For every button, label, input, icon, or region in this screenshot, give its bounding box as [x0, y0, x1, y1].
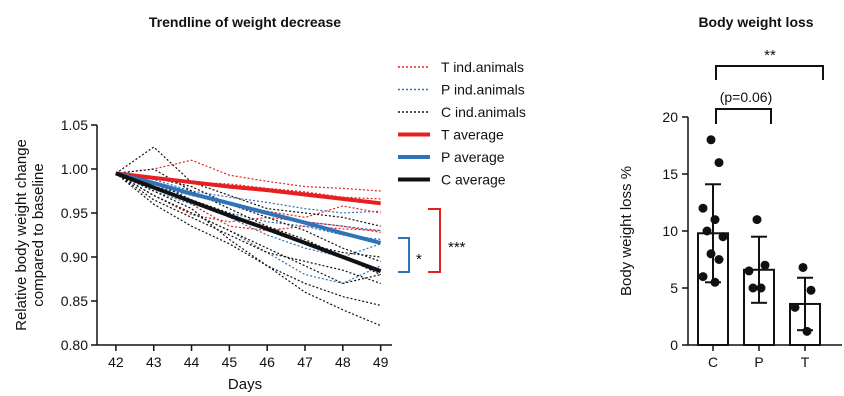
bar-y-tick-label: 5	[670, 280, 678, 296]
trendline-chart: Trendline of weight decrease 0.80 0.85 0.9…	[13, 14, 526, 393]
line-chart-y-ticks: 0.80 0.85 0.90 0.95 1.00 1.05	[61, 117, 97, 353]
x-tick-label: 43	[146, 354, 162, 370]
bar-x-tick-label: C	[708, 354, 718, 370]
legend-label: P ind.animals	[441, 82, 525, 98]
line-chart-title: Trendline of weight decrease	[149, 14, 341, 30]
bars	[697, 135, 821, 347]
data-point-C	[698, 203, 708, 213]
data-point-C	[710, 277, 720, 287]
significance-brackets: * ***	[398, 208, 466, 273]
x-tick-label: 48	[335, 354, 351, 370]
x-tick-label: 42	[108, 354, 124, 370]
line-chart-legend: T ind.animals P ind.animals C ind.animals T…	[398, 59, 526, 188]
data-point-P	[756, 283, 766, 293]
legend-label: C ind.animals	[441, 104, 526, 120]
comparison-label-c-vs-t: **	[764, 47, 776, 64]
data-point-C	[718, 232, 728, 242]
line-chart-y-label: Relative body weight change compared to …	[13, 139, 47, 331]
line-chart-x-ticks: 42 43 44 45 46 47 48 49	[108, 345, 389, 370]
data-point-T	[790, 302, 800, 312]
body-weight-loss-chart: Body weight loss 0 5 10 15 20 Body weight lo…	[618, 14, 842, 370]
average-line	[115, 171, 381, 206]
y-tick-label: 1.05	[61, 117, 88, 133]
bar-chart-y-ticks: 0 5 10 15 20	[662, 109, 688, 353]
comparison-label-c-vs-p: (p=0.06)	[720, 89, 773, 105]
bar-y-tick-label: 20	[662, 109, 678, 125]
data-point-C	[714, 255, 724, 264]
individual-line-T	[115, 172, 381, 233]
bar-x-tick-label: T	[801, 354, 810, 370]
legend-label: T ind.animals	[441, 59, 524, 75]
bar-chart-y-label: Body weight loss %	[618, 166, 635, 296]
bar-y-tick-label: 0	[670, 337, 678, 353]
bar-x-tick-label: P	[754, 354, 763, 370]
individual-line-T	[115, 159, 381, 192]
individual-line-C	[115, 146, 381, 227]
bracket-t-vs-c	[428, 208, 441, 273]
legend-label: P average	[441, 149, 505, 165]
bracket-c-vs-t	[715, 65, 824, 80]
y-tick-label: 0.85	[61, 293, 88, 309]
legend-label: T average	[441, 127, 504, 143]
bar-y-tick-label: 15	[662, 166, 678, 182]
average-line	[115, 171, 382, 273]
data-point-P	[748, 283, 758, 293]
x-tick-label: 49	[373, 354, 389, 370]
data-point-P	[760, 260, 770, 270]
data-point-T	[802, 326, 812, 336]
y-label-line-2: compared to baseline	[30, 163, 47, 306]
sig-label-t-vs-c: ***	[448, 239, 466, 256]
individual-series	[115, 146, 381, 327]
individual-line-C	[115, 172, 381, 306]
sig-label-p-vs-c: *	[416, 251, 422, 268]
individual-line-C	[115, 172, 381, 327]
y-tick-label: 0.80	[61, 337, 88, 353]
y-tick-label: 0.90	[61, 249, 88, 265]
x-tick-label: 46	[259, 354, 275, 370]
comparison-brackets: ** (p=0.06)	[715, 47, 824, 124]
bracket-c-vs-p	[715, 108, 772, 124]
y-tick-label: 0.95	[61, 205, 88, 221]
data-point-T	[798, 262, 808, 272]
bar-chart-title: Body weight loss	[698, 14, 813, 30]
data-point-C	[706, 249, 716, 259]
y-label-line-1: Relative body weight change	[13, 139, 30, 331]
data-point-C	[702, 226, 712, 236]
individual-line-C	[115, 172, 381, 284]
y-tick-label: 1.00	[61, 161, 88, 177]
bar-y-tick-label: 10	[662, 223, 678, 239]
bracket-p-vs-c	[398, 237, 410, 273]
data-point-P	[744, 266, 754, 276]
data-point-T	[806, 285, 816, 295]
individual-line-T	[115, 172, 381, 232]
individual-line-C	[115, 172, 381, 285]
line-chart-x-label: Days	[228, 376, 262, 393]
individual-line-P	[115, 172, 381, 285]
data-point-C	[714, 158, 724, 168]
x-tick-label: 44	[184, 354, 200, 370]
x-tick-label: 45	[222, 354, 238, 370]
average-line	[115, 171, 382, 245]
legend-label: C average	[441, 172, 506, 188]
data-point-C	[698, 272, 708, 282]
data-point-C	[710, 215, 720, 225]
x-tick-label: 47	[297, 354, 313, 370]
data-point-C	[706, 135, 716, 145]
data-point-P	[752, 215, 762, 225]
individual-line-P	[115, 172, 381, 214]
average-series	[115, 171, 382, 273]
